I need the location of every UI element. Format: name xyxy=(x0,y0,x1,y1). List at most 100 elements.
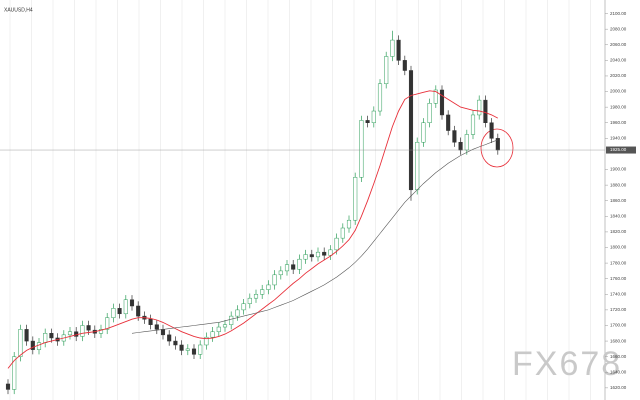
candle-body xyxy=(489,122,494,139)
y-tick-label: 1720.00 xyxy=(610,307,627,312)
y-tick-label: 1860.00 xyxy=(610,198,627,203)
candle-body xyxy=(222,324,228,328)
candle-body xyxy=(247,297,252,304)
candle-body xyxy=(297,258,302,270)
candle-body xyxy=(229,315,234,325)
candle-body xyxy=(260,289,265,295)
candle-body xyxy=(198,344,203,355)
y-tick-label: 2080.00 xyxy=(610,26,627,31)
y-tick-label: 2020.00 xyxy=(610,73,627,78)
candle-body xyxy=(452,130,457,143)
chart-title: XAUUSD,H4 xyxy=(4,7,33,13)
candle-body xyxy=(477,99,482,116)
candle-body xyxy=(272,274,277,286)
candle-body xyxy=(160,329,166,336)
candle-body xyxy=(328,249,333,256)
candle-body xyxy=(210,331,215,338)
candle-body xyxy=(371,110,376,123)
candle-body xyxy=(86,325,91,331)
current-price-box xyxy=(606,146,636,154)
candle-body xyxy=(439,89,445,116)
candle-body xyxy=(365,120,370,123)
candle-body xyxy=(43,333,48,343)
candle-body xyxy=(377,83,383,112)
candle-body xyxy=(148,318,153,325)
candle-body xyxy=(129,299,135,307)
candle-body xyxy=(111,308,116,318)
moving-average-line xyxy=(7,90,499,369)
candle-body xyxy=(12,356,17,390)
y-tick-label: 1740.00 xyxy=(610,291,627,296)
candle-body xyxy=(266,284,271,290)
candle-body xyxy=(36,342,42,350)
y-tick-label: 1680.00 xyxy=(610,338,627,343)
candle-body xyxy=(340,227,345,239)
candle-body xyxy=(105,317,110,330)
y-tick-label: 1620.00 xyxy=(610,385,627,390)
y-tick-label: 1760.00 xyxy=(610,276,627,281)
y-tick-label: 1820.00 xyxy=(610,229,627,234)
y-tick-label: 1700.00 xyxy=(610,323,627,328)
y-tick-label: 1840.00 xyxy=(610,214,627,219)
candle-body xyxy=(446,114,451,131)
candle-body xyxy=(315,251,321,258)
y-tick-label: 2100.00 xyxy=(610,11,627,16)
candle-body xyxy=(191,348,197,355)
y-tick-label: 2060.00 xyxy=(610,42,627,47)
candle-body xyxy=(483,99,488,123)
vertical-grid xyxy=(9,0,591,400)
candle-body xyxy=(98,329,104,334)
candle-body xyxy=(30,340,35,350)
y-tick-label: 1780.00 xyxy=(610,260,627,265)
candle-body xyxy=(402,60,407,71)
candle-body xyxy=(390,39,395,57)
y-tick-label: 1640.00 xyxy=(610,369,627,374)
candle-body xyxy=(204,336,209,346)
candle-body xyxy=(18,329,23,357)
candle-body xyxy=(291,264,296,270)
y-tick-label: 1660.00 xyxy=(610,354,627,359)
candle-body xyxy=(346,219,352,229)
candle-body xyxy=(427,103,432,123)
watermark: FX678 xyxy=(512,345,622,383)
candle-body xyxy=(216,326,221,332)
candle-body xyxy=(433,89,438,104)
candle-body xyxy=(421,122,426,143)
y-tick-label: 1940.00 xyxy=(610,136,627,141)
candle-body xyxy=(117,308,122,315)
moving-average-line xyxy=(131,139,498,334)
candle-body xyxy=(253,294,259,299)
candle-body xyxy=(173,340,178,346)
candle-body xyxy=(284,264,290,272)
y-tick-label: 1980.00 xyxy=(610,104,627,109)
candle-body xyxy=(396,39,401,61)
candle-body xyxy=(322,251,327,256)
y-tick-label: 2000.00 xyxy=(610,89,627,94)
candle-body xyxy=(67,331,73,336)
candle-body xyxy=(415,141,420,191)
candle-body xyxy=(241,303,246,311)
candle-body xyxy=(235,309,240,317)
y-tick-label: 1800.00 xyxy=(610,245,627,250)
y-tick-label: 1900.00 xyxy=(610,167,627,172)
candle-body xyxy=(303,254,308,260)
candle-body xyxy=(359,120,364,178)
candle-body xyxy=(49,333,54,339)
candle-body xyxy=(334,237,339,251)
candle-body xyxy=(384,56,389,85)
y-tick-label: 1960.00 xyxy=(610,120,627,125)
candle-body xyxy=(408,70,414,191)
highlight-circle xyxy=(480,128,514,168)
y-tick-label: 1880.00 xyxy=(610,182,627,187)
candle-body xyxy=(167,334,172,342)
candle-body xyxy=(353,177,358,221)
candle-body xyxy=(5,383,11,390)
candle-body xyxy=(154,324,159,330)
candle-body xyxy=(123,299,128,315)
candle-body xyxy=(179,344,184,351)
candle-body xyxy=(470,114,476,135)
candle-body xyxy=(136,305,141,317)
candle-body xyxy=(464,134,469,151)
